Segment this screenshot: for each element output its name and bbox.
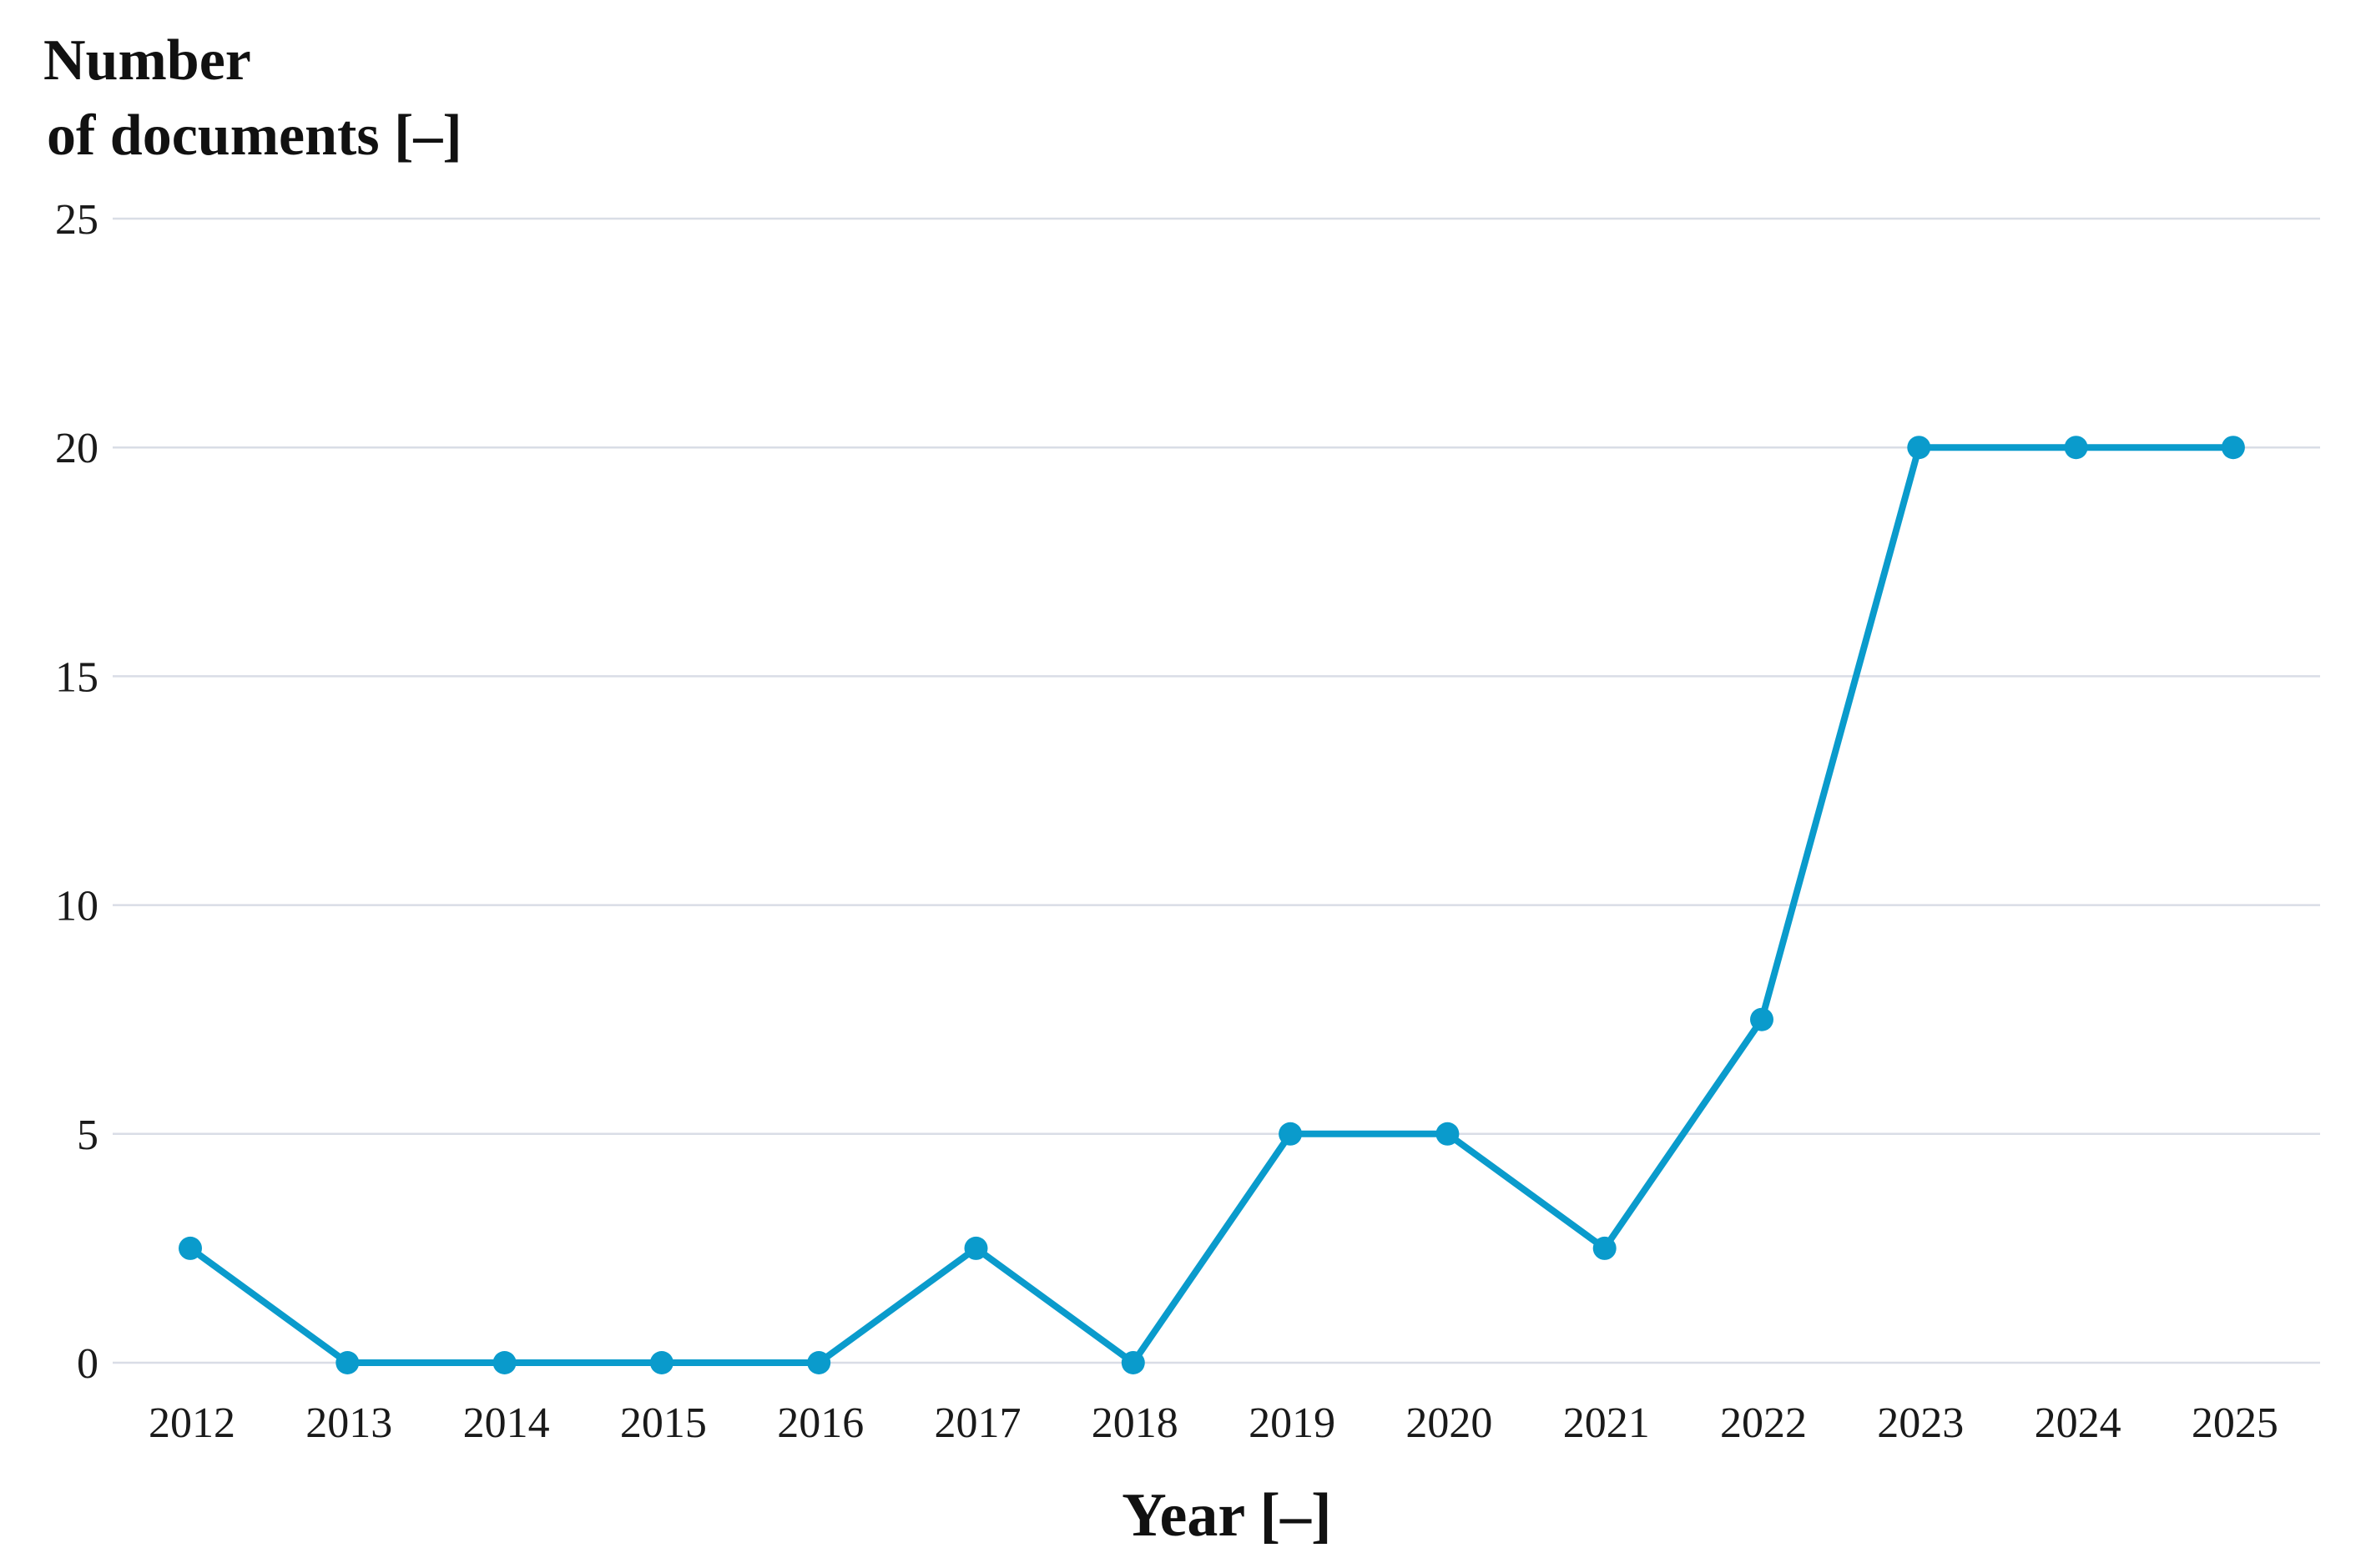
x-tick-label: 2023	[1877, 1399, 1964, 1447]
y-tick-label: 0	[77, 1340, 98, 1388]
y-tick-label: 25	[55, 196, 98, 244]
y-axis-ticks: 0 5 10 15 20 25	[55, 196, 98, 1388]
x-tick-label: 2022	[1720, 1399, 1807, 1447]
x-axis-title: Year [–]	[1122, 1481, 1331, 1550]
y-tick-label: 20	[55, 425, 98, 472]
data-point-2023	[1907, 436, 1931, 460]
data-point-2025	[2221, 436, 2245, 460]
x-tick-label: 2025	[2192, 1399, 2278, 1447]
x-tick-label: 2014	[463, 1399, 550, 1447]
data-point-2019	[1279, 1122, 1303, 1146]
data-point-2017	[964, 1236, 988, 1260]
x-tick-label: 2015	[620, 1399, 707, 1447]
data-point-2020	[1435, 1122, 1460, 1146]
x-axis-ticks: 2012 2013 2014 2015 2016 2017 2018 2019 2020 2021…	[149, 1399, 2278, 1447]
data-point-2013	[335, 1351, 360, 1374]
data-series	[179, 436, 2245, 1374]
data-point-2015	[649, 1351, 673, 1374]
data-point-2024	[2064, 436, 2088, 460]
y-tick-label: 15	[55, 653, 98, 701]
x-tick-label: 2019	[1249, 1399, 1335, 1447]
data-point-2012	[179, 1236, 202, 1260]
y-tick-label: 10	[55, 883, 98, 930]
series-line-0	[187, 444, 2237, 1366]
x-tick-label: 2018	[1092, 1399, 1178, 1447]
x-tick-label: 2020	[1405, 1399, 1492, 1447]
y-axis-title-line-2: of documents [–]	[47, 103, 462, 168]
gridlines	[113, 217, 2320, 1364]
y-axis-title: Number of documents [–]	[43, 28, 462, 168]
data-point-2014	[492, 1351, 517, 1374]
data-point-2022	[1750, 1007, 1773, 1031]
y-tick-label: 5	[77, 1112, 98, 1159]
x-tick-label: 2024	[2035, 1399, 2121, 1447]
data-point-2021	[1592, 1236, 1617, 1260]
data-point-2018	[1121, 1351, 1145, 1374]
data-point-2016	[807, 1351, 831, 1374]
x-tick-label: 2016	[777, 1399, 864, 1447]
x-tick-label: 2021	[1563, 1399, 1650, 1447]
x-tick-label: 2017	[935, 1399, 1022, 1447]
x-tick-label: 2013	[305, 1399, 392, 1447]
y-axis-title-line-1: Number	[43, 28, 251, 93]
x-tick-label: 2012	[149, 1399, 235, 1447]
